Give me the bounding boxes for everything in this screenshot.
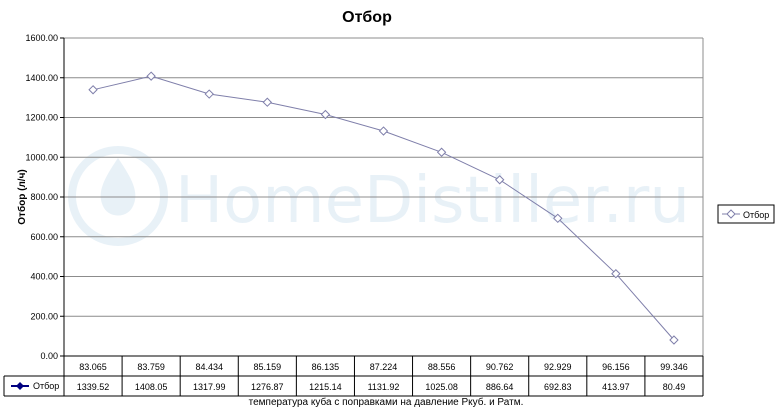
table-row-header: Отбор bbox=[33, 381, 59, 391]
x-category-label: 88.556 bbox=[428, 362, 456, 372]
data-value-label: 80.49 bbox=[663, 382, 686, 392]
data-point bbox=[262, 97, 273, 107]
x-category-label: 99.346 bbox=[660, 362, 688, 372]
data-value-label: 1339.52 bbox=[77, 382, 110, 392]
data-value-label: 413.97 bbox=[602, 382, 630, 392]
legend-key-marker bbox=[726, 209, 736, 219]
data-table: 83.065 83.759 84.434 85.159 86.135 87.224 88.5… bbox=[3, 355, 704, 397]
data-point bbox=[494, 175, 505, 185]
data-point bbox=[611, 269, 621, 279]
x-category-label: 84.434 bbox=[195, 362, 223, 372]
data-value-label: 1276.87 bbox=[251, 382, 284, 392]
data-point bbox=[553, 213, 563, 224]
y-tick-label: 1000.00 bbox=[25, 152, 58, 162]
gridlines bbox=[60, 37, 704, 357]
x-category-label: 90.762 bbox=[486, 362, 514, 372]
table-legend-key-marker bbox=[16, 382, 24, 390]
watermark: HomeDistiller.ru bbox=[68, 146, 690, 246]
y-tick-label: 1200.00 bbox=[25, 113, 58, 123]
data-point bbox=[320, 109, 331, 120]
y-tick-labels: 0.00 200.00 400.00 600.00 800.00 1000.00 1200.… bbox=[25, 33, 58, 361]
data-value-label: 692.83 bbox=[544, 382, 572, 392]
y-tick-label: 200.00 bbox=[30, 311, 58, 321]
y-tick-label: 1400.00 bbox=[25, 73, 58, 83]
data-point bbox=[204, 89, 214, 99]
y-tick-label: 0.00 bbox=[40, 351, 58, 361]
y-tick-label: 1600.00 bbox=[25, 33, 58, 43]
x-category-label: 85.159 bbox=[254, 362, 282, 372]
x-category-label: 86.135 bbox=[312, 362, 340, 372]
x-category-label: 92.929 bbox=[544, 362, 572, 372]
data-point bbox=[88, 85, 98, 95]
data-point bbox=[146, 71, 156, 81]
x-category-label: 83.759 bbox=[137, 362, 165, 372]
y-tick-label: 400.00 bbox=[30, 272, 58, 282]
x-category-label: 83.065 bbox=[79, 362, 107, 372]
data-point bbox=[436, 147, 447, 157]
y-tick-label: 800.00 bbox=[30, 192, 58, 202]
legend-label: Отбор bbox=[743, 210, 769, 220]
data-point bbox=[669, 335, 679, 345]
chart-title: Отбор bbox=[342, 9, 392, 26]
data-value-label: 1317.99 bbox=[193, 382, 226, 392]
x-category-label: 87.224 bbox=[370, 362, 398, 372]
y-axis-label: Отбор (л/ч) bbox=[16, 169, 28, 224]
data-value-label: 886.64 bbox=[486, 382, 514, 392]
data-value-label: 1131.92 bbox=[368, 382, 400, 392]
y-tick-label: 600.00 bbox=[30, 232, 58, 242]
x-axis-label: температура куба с поправками на давлени… bbox=[249, 396, 524, 408]
watermark-text: HomeDistiller.ru bbox=[175, 164, 690, 238]
data-point bbox=[378, 126, 389, 136]
data-value-label: 1025.08 bbox=[425, 382, 458, 392]
series-line-group bbox=[88, 71, 679, 345]
data-value-label: 1215.14 bbox=[309, 382, 342, 392]
x-category-label: 96.156 bbox=[602, 362, 630, 372]
data-value-label: 1408.05 bbox=[135, 382, 168, 392]
legend: Отбор bbox=[717, 204, 775, 224]
